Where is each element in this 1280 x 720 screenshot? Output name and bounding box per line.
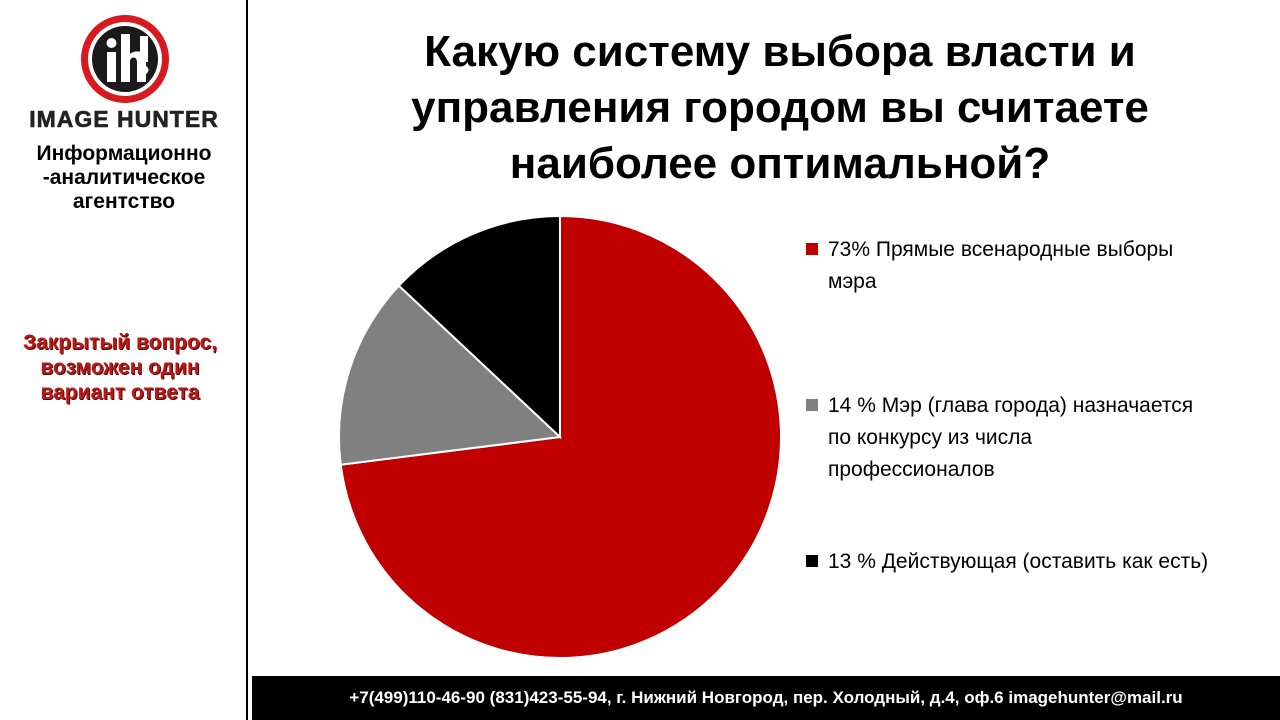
footer-contacts: +7(499)110-46-90 (831)423-55-94, г. Нижн… [252, 676, 1280, 720]
logo-letter-i [107, 52, 116, 82]
sidebar: IMAGE HUNTER Информационно -аналитическо… [0, 0, 248, 720]
chart-title-line: Какую систему выбора власти и [424, 27, 1136, 76]
legend-swatch [806, 243, 818, 255]
legend-label-line: 14 % Мэр (глава города) назначается [828, 394, 1194, 417]
legend-label: 13 % Действующая (оставить как есть) [828, 546, 1276, 578]
legend-label-line: профессионалов [828, 458, 995, 481]
pie-slice [397, 214, 561, 440]
logo-dot [106, 38, 117, 48]
legend-label-line: мэра [828, 270, 877, 293]
question-type-line: возможен один [40, 356, 200, 379]
legend-label: 73% Прямые всенародные выборы мэра [828, 234, 1276, 298]
logo-text: IMAGE HUNTER [29, 106, 219, 133]
question-type-note: Закрытый вопрос, возможен один вариант о… [0, 330, 240, 405]
question-type-line: Закрытый вопрос, [22, 331, 218, 354]
agency-description: Информационно -аналитическое агентство [0, 142, 248, 214]
pie-chart [338, 214, 782, 659]
legend-label: 14 % Мэр (глава города) назначается по ко… [828, 390, 1276, 486]
chart-title-line: управления городом вы считаете [411, 83, 1149, 132]
logo-exclamation [140, 36, 148, 62]
legend-label-line: 73% Прямые всенародные выборы [828, 238, 1174, 261]
agency-line: Информационно [36, 142, 212, 165]
question-type-line: вариант ответа [40, 381, 200, 404]
agency-line: -аналитическое [42, 166, 206, 189]
agency-line: агентство [72, 190, 176, 213]
chart-title: Какую систему выбора власти и управления… [300, 24, 1260, 192]
legend-label-line: по конкурсу из числа [828, 426, 1033, 449]
legend-swatch [806, 399, 818, 411]
pie-slice [338, 284, 563, 466]
chart-title-line: наиболее оптимальной? [509, 139, 1051, 188]
legend-swatch [806, 555, 818, 567]
legend-label-line: 13 % Действующая (оставить как есть) [828, 550, 1209, 573]
logo-exclamation-dot [139, 65, 149, 75]
image-hunter-logo [81, 15, 169, 103]
